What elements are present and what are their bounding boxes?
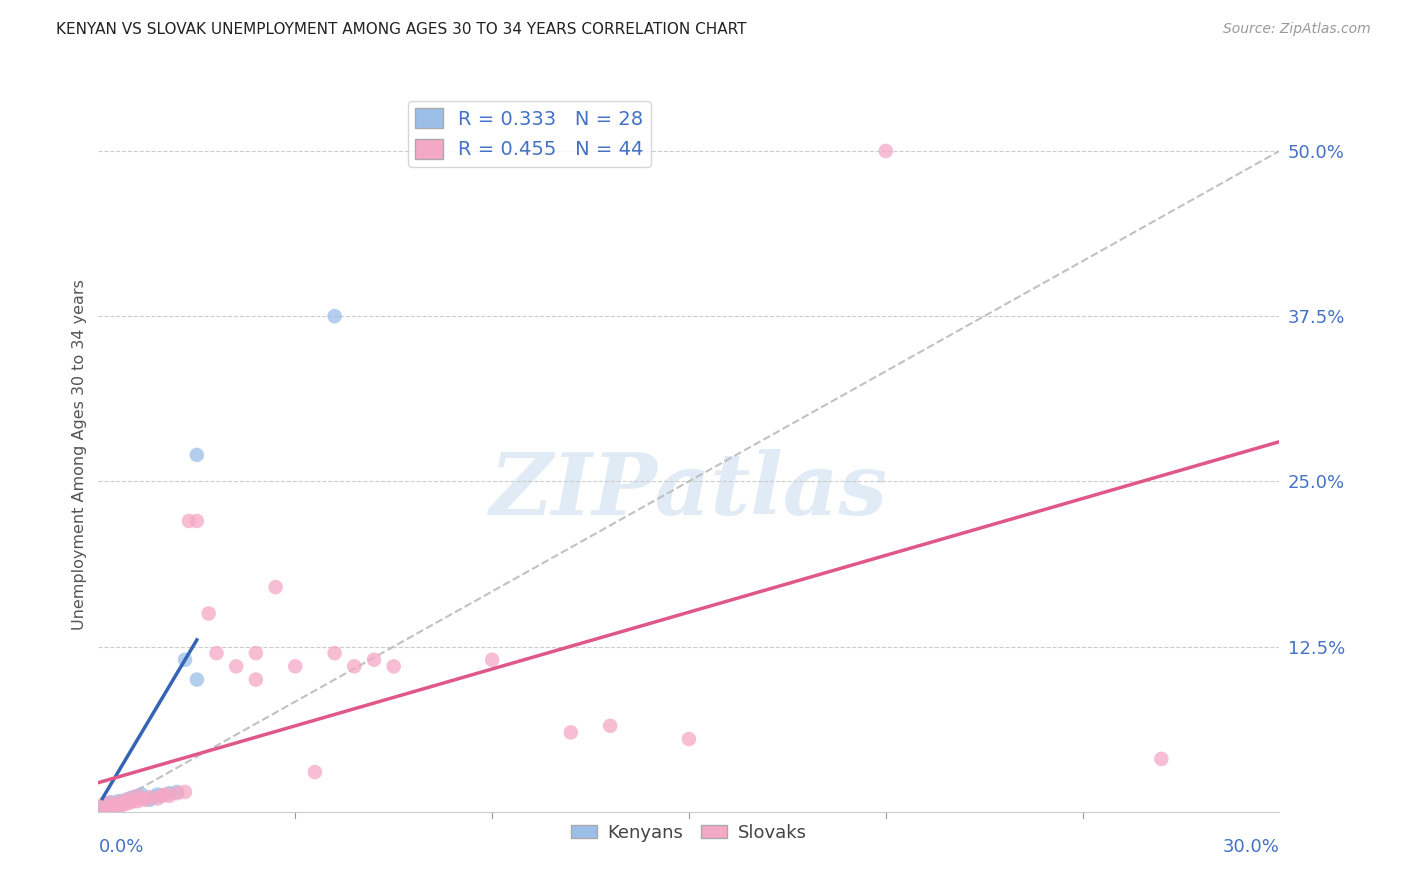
Point bbox=[177, 514, 200, 528]
Point bbox=[98, 796, 121, 810]
Point bbox=[174, 785, 197, 799]
Point bbox=[166, 785, 188, 799]
Point bbox=[91, 804, 114, 818]
Point bbox=[127, 794, 149, 808]
Y-axis label: Unemployment Among Ages 30 to 34 years: Unemployment Among Ages 30 to 34 years bbox=[72, 279, 87, 631]
Point bbox=[127, 789, 149, 803]
Point bbox=[103, 797, 125, 811]
Point bbox=[131, 788, 153, 802]
Point bbox=[875, 144, 897, 158]
Point bbox=[111, 798, 134, 813]
Point bbox=[115, 797, 138, 811]
Point bbox=[155, 788, 177, 802]
Point bbox=[111, 796, 134, 810]
Point bbox=[186, 673, 208, 687]
Point bbox=[91, 799, 114, 814]
Point bbox=[118, 791, 141, 805]
Point bbox=[382, 659, 405, 673]
Point bbox=[225, 659, 247, 673]
Point bbox=[197, 607, 219, 621]
Point bbox=[118, 796, 141, 810]
Point bbox=[264, 580, 287, 594]
Point bbox=[205, 646, 228, 660]
Point bbox=[115, 793, 138, 807]
Point bbox=[138, 793, 160, 807]
Point bbox=[150, 789, 173, 803]
Point bbox=[122, 790, 145, 805]
Point bbox=[96, 801, 118, 815]
Point bbox=[146, 791, 169, 805]
Point bbox=[363, 653, 385, 667]
Point bbox=[678, 732, 700, 747]
Point bbox=[111, 794, 134, 808]
Point bbox=[186, 448, 208, 462]
Point bbox=[107, 801, 129, 815]
Text: KENYAN VS SLOVAK UNEMPLOYMENT AMONG AGES 30 TO 34 YEARS CORRELATION CHART: KENYAN VS SLOVAK UNEMPLOYMENT AMONG AGES… bbox=[56, 22, 747, 37]
Point bbox=[103, 799, 125, 814]
Point bbox=[107, 798, 129, 813]
Text: 0.0%: 0.0% bbox=[98, 838, 143, 856]
Point bbox=[560, 725, 582, 739]
Point bbox=[103, 798, 125, 813]
Point bbox=[166, 786, 188, 800]
Point bbox=[146, 788, 169, 802]
Point bbox=[174, 653, 197, 667]
Point bbox=[127, 789, 149, 803]
Point bbox=[107, 794, 129, 808]
Point bbox=[599, 719, 621, 733]
Point bbox=[157, 786, 180, 800]
Point bbox=[98, 798, 121, 813]
Legend: Kenyans, Slovaks: Kenyans, Slovaks bbox=[564, 817, 814, 849]
Point bbox=[284, 659, 307, 673]
Point bbox=[91, 798, 114, 813]
Point bbox=[118, 791, 141, 805]
Point bbox=[135, 793, 157, 807]
Point bbox=[98, 799, 121, 814]
Text: 30.0%: 30.0% bbox=[1223, 838, 1279, 856]
Point bbox=[481, 653, 503, 667]
Point bbox=[186, 514, 208, 528]
Point bbox=[131, 791, 153, 805]
Point bbox=[245, 673, 267, 687]
Text: Source: ZipAtlas.com: Source: ZipAtlas.com bbox=[1223, 22, 1371, 37]
Point bbox=[150, 789, 173, 803]
Point bbox=[122, 794, 145, 808]
Point bbox=[343, 659, 366, 673]
Point bbox=[98, 802, 121, 816]
Point bbox=[96, 801, 118, 815]
Point bbox=[107, 797, 129, 811]
Point bbox=[157, 789, 180, 803]
Text: ZIPatlas: ZIPatlas bbox=[489, 449, 889, 533]
Point bbox=[138, 790, 160, 805]
Point bbox=[98, 796, 121, 810]
Point bbox=[323, 646, 346, 660]
Point bbox=[1150, 752, 1173, 766]
Point bbox=[304, 765, 326, 780]
Point bbox=[323, 309, 346, 323]
Point bbox=[142, 790, 165, 805]
Point bbox=[96, 797, 118, 811]
Point bbox=[245, 646, 267, 660]
Point bbox=[135, 791, 157, 805]
